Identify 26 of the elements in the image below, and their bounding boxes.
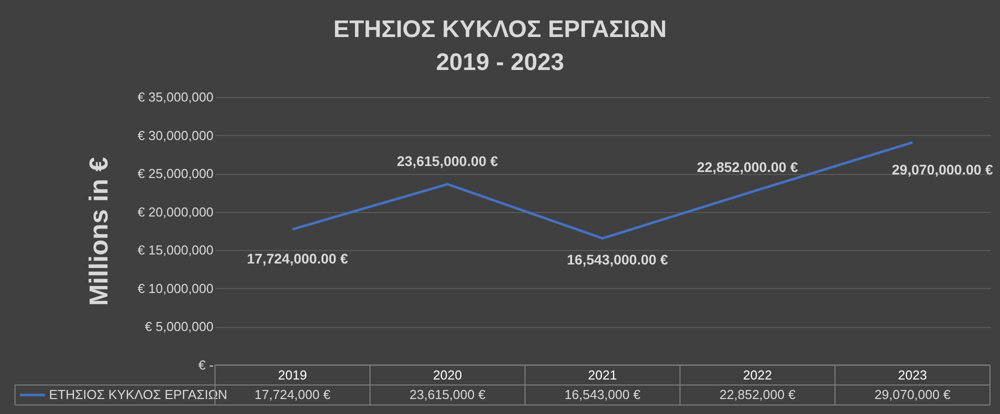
y-tick-label: € 5,000,000: [144, 319, 214, 334]
y-tick-label: € 35,000,000: [138, 90, 214, 104]
y-tick-label: € 15,000,000: [138, 242, 214, 258]
data-label: 23,615,000.00 €: [396, 153, 498, 170]
x-tick-label: 2020: [433, 368, 462, 382]
text: 22,852,000 €: [720, 387, 796, 402]
chart-title: ΕΤΗΣΙΟΣ ΚΥΚΛΟΣ ΕΡΓΑΣΙΩΝ 2019 - 2023: [333, 16, 667, 76]
x-tick-label: 2019: [278, 368, 307, 382]
y-tick-label: € -: [198, 358, 214, 372]
y-tick-label: € 25,000,000: [138, 166, 214, 182]
data-label: 17,724,000.00 €: [246, 250, 348, 266]
x-tick-label: 2022: [743, 368, 772, 382]
x-tick-label: 2021: [588, 368, 617, 382]
text: 29,070,000 €: [874, 387, 952, 402]
text: 23,615,000 €: [410, 387, 486, 402]
legend-label: ΕΤΗΣΙΟΣ ΚΥΚΛΟΣ ΕΡΓΑΣΙΩΝ: [49, 387, 228, 402]
y-tick-label: € 10,000,000: [138, 280, 214, 296]
y-tick-label: € 30,000,000: [138, 128, 214, 143]
data-label: 22,852,000.00 €: [696, 159, 798, 176]
text: 17,724,000 €: [254, 387, 332, 402]
x-tick-label: 2023: [898, 368, 927, 382]
data-label: 16,543,000.00 €: [566, 251, 668, 268]
text: 16,543,000 €: [564, 387, 642, 402]
y-axis-title: Millions in €: [84, 157, 114, 306]
y-tick-label: € 20,000,000: [138, 204, 214, 220]
data-label: 29,070,000.00 €: [892, 161, 994, 178]
